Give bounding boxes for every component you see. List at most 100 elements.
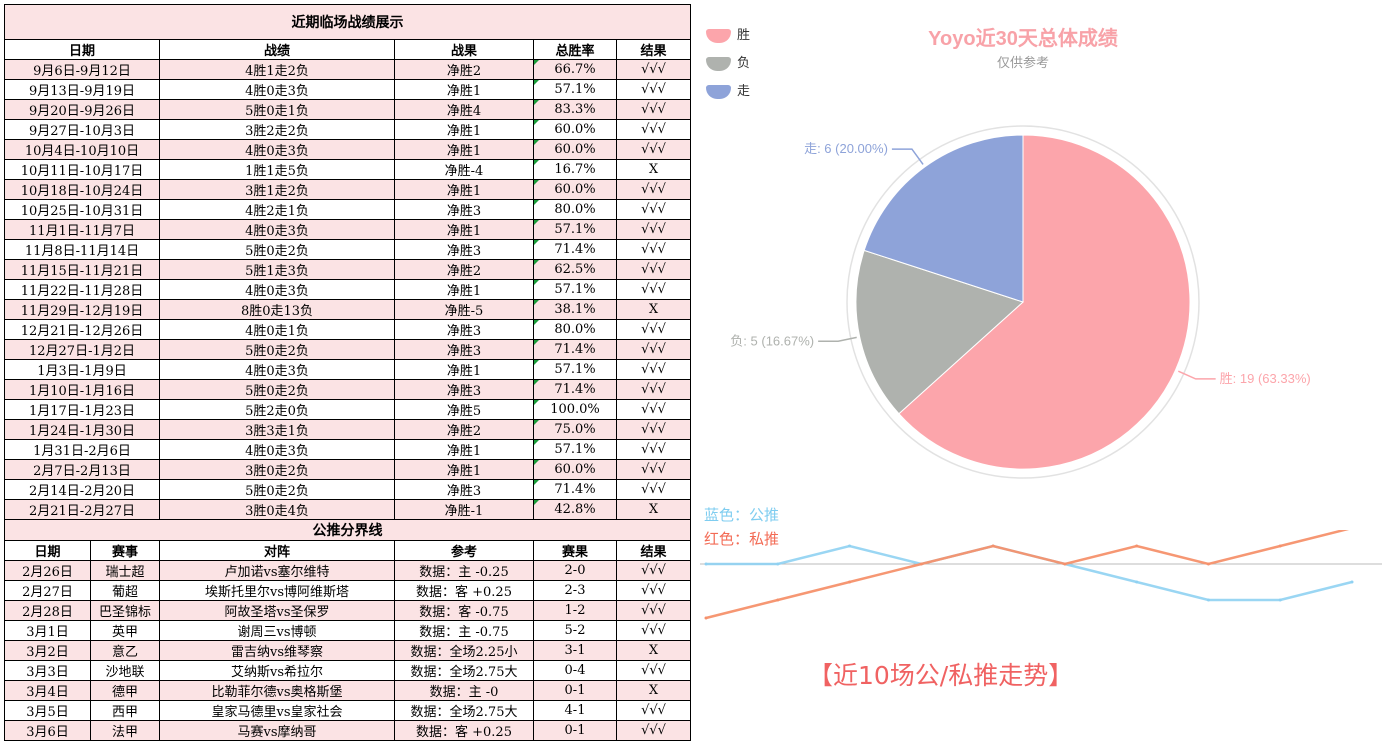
match-score: 3-1	[533, 640, 617, 661]
row-date: 10月25日-10月31日	[4, 199, 160, 220]
matches-title: 公推分界线	[3, 519, 692, 541]
pie-label-loss: 负: 5 (16.67%)	[730, 333, 814, 348]
pie-label-win: 胜: 19 (63.33%)	[1220, 371, 1311, 386]
row-outcome: 净胜3	[394, 199, 534, 220]
match-reference: 数据：主 -0	[394, 680, 534, 701]
match-date: 3月4日	[4, 680, 91, 701]
table-row: 9月20日-9月26日 5胜0走1负 净胜4 83.3% √√√	[4, 99, 692, 120]
match-league: 葡超	[90, 580, 160, 601]
match-row: 3月3日 沙地联 艾纳斯vs希拉尔 数据：全场2.75大 0-4 √√√	[4, 660, 692, 681]
table-row: 11月1日-11月7日 4胜0走3负 净胜1 57.1% √√√	[4, 219, 692, 240]
row-date: 2月21日-2月27日	[4, 499, 160, 520]
row-result: √√√	[615, 339, 692, 360]
row-result: √√√	[615, 439, 692, 460]
match-league: 法甲	[90, 720, 160, 741]
match-result: √√√	[615, 660, 692, 681]
row-record: 1胜1走5负	[159, 159, 395, 180]
row-outcome: 净胜3	[394, 319, 534, 340]
legend-item-push[interactable]: 走	[706, 80, 750, 99]
row-date: 9月20日-9月26日	[4, 99, 160, 120]
row-record: 4胜0走1负	[159, 319, 395, 340]
row-record: 5胜0走2负	[159, 379, 395, 400]
pie-label-line	[1177, 370, 1216, 380]
legend-item-loss[interactable]: 负	[706, 52, 750, 71]
row-outcome: 净胜2	[394, 59, 534, 80]
row-date: 10月4日-10月10日	[4, 139, 160, 160]
row-record: 3胜2走2负	[159, 119, 395, 140]
row-result: √√√	[615, 119, 692, 140]
table-row: 10月4日-10月10日 4胜0走3负 净胜1 60.0% √√√	[4, 139, 692, 160]
table-row: 1月3日-1月9日 4胜0走3负 净胜1 57.1% √√√	[4, 359, 692, 380]
table-row: 1月31日-2月6日 4胜0走3负 净胜1 57.1% √√√	[4, 439, 692, 460]
pie-title: Yoyo近30天总体成绩	[928, 28, 1118, 50]
match-reference: 数据：全场2.25小	[394, 640, 534, 661]
line-legend-public: 蓝色：公推	[704, 506, 780, 524]
row-win-rate: 57.1%	[533, 219, 617, 240]
table-row: 9月6日-9月12日 4胜1走2负 净胜2 66.7% √√√	[4, 59, 692, 80]
match-fixture: 马赛vs摩纳哥	[159, 720, 395, 741]
pie-label-line	[891, 148, 924, 165]
row-date: 2月7日-2月13日	[4, 459, 160, 480]
row-win-rate: 16.7%	[533, 159, 617, 180]
row-win-rate: 80.0%	[533, 319, 617, 340]
match-result: √√√	[615, 600, 692, 621]
header-outcome: 战果	[394, 39, 534, 60]
row-outcome: 净胜1	[394, 179, 534, 200]
pie-subtitle: 仅供参考	[996, 55, 1049, 70]
pie-slice-push[interactable]	[863, 134, 1024, 303]
row-result: √√√	[615, 179, 692, 200]
row-record: 4胜0走3负	[159, 139, 395, 160]
match-fixture: 埃斯托里尔vs博阿维斯塔	[159, 580, 395, 601]
trend-chart-panel: 蓝色：公推 红色：私推 【近10场公/私推走势】	[700, 500, 1382, 737]
table-row: 12月27日-1月2日 5胜0走2负 净胜3 71.4% √√√	[4, 339, 692, 360]
match-date: 3月2日	[4, 640, 91, 661]
match-row: 3月2日 意乙 雷吉纳vs维琴察 数据：全场2.25小 3-1 X	[4, 640, 692, 661]
match-result: X	[615, 640, 692, 661]
row-date: 1月31日-2月6日	[4, 439, 160, 460]
match-league: 沙地联	[90, 660, 160, 681]
row-date: 10月18日-10月24日	[4, 179, 160, 200]
pie-slice-loss[interactable]	[855, 249, 1024, 415]
table-row: 11月29日-12月19日 8胜0走13负 净胜-5 38.1% X	[4, 299, 692, 320]
public-trend-point	[1278, 598, 1282, 602]
row-outcome: 净胜1	[394, 79, 534, 100]
match-score: 1-2	[533, 600, 617, 621]
match-reference: 数据：客 +0.25	[394, 720, 534, 741]
row-date: 11月15日-11月21日	[4, 259, 160, 280]
row-date: 1月24日-1月30日	[4, 419, 160, 440]
match-row: 3月6日 法甲 马赛vs摩纳哥 数据：客 +0.25 0-1 √√√	[4, 720, 692, 741]
pie-label-line	[818, 336, 857, 343]
legend-label-loss: 负	[737, 55, 751, 70]
legend-label-push: 走	[737, 83, 751, 98]
table-row: 2月14日-2月20日 5胜0走2负 净胜3 71.4% √√√	[4, 479, 692, 500]
pie-slice-win[interactable]	[898, 134, 1191, 470]
row-record: 4胜0走3负	[159, 79, 395, 100]
line-legend-private: 红色：私推	[704, 530, 780, 548]
match-result: X	[615, 680, 692, 701]
match-header-result: 结果	[615, 540, 692, 561]
weekly-results-table: 近期临场战绩展示 日期 战绩 战果 总胜率 结果 9月6日-9月12日 4胜1走2…	[3, 4, 692, 741]
legend-item-win[interactable]: 胜	[706, 24, 750, 43]
row-outcome: 净胜1	[394, 279, 534, 300]
table-row: 9月13日-9月19日 4胜0走3负 净胜1 57.1% √√√	[4, 79, 692, 100]
header-win-rate: 总胜率	[533, 39, 617, 60]
trend-line-chart	[700, 530, 1382, 620]
table-title: 近期临场战绩展示	[3, 4, 692, 40]
table-row: 2月7日-2月13日 3胜0走2负 净胜1 60.0% √√√	[4, 459, 692, 480]
table-row: 10月25日-10月31日 4胜2走1负 净胜3 80.0% √√√	[4, 199, 692, 220]
row-outcome: 净胜5	[394, 399, 534, 420]
public-trend-point	[776, 562, 780, 566]
row-result: √√√	[615, 279, 692, 300]
table-row: 1月24日-1月30日 3胜3走1负 净胜2 75.0% √√√	[4, 419, 692, 440]
row-result: X	[615, 299, 692, 320]
row-outcome: 净胜-5	[394, 299, 534, 320]
table-row: 12月21日-12月26日 4胜0走1负 净胜3 80.0% √√√	[4, 319, 692, 340]
row-win-rate: 71.4%	[533, 479, 617, 500]
header-record: 战绩	[159, 39, 395, 60]
match-result: √√√	[615, 700, 692, 721]
match-date: 2月27日	[4, 580, 91, 601]
row-outcome: 净胜1	[394, 359, 534, 380]
row-win-rate: 62.5%	[533, 259, 617, 280]
match-score: 5-2	[533, 620, 617, 641]
row-win-rate: 57.1%	[533, 79, 617, 100]
